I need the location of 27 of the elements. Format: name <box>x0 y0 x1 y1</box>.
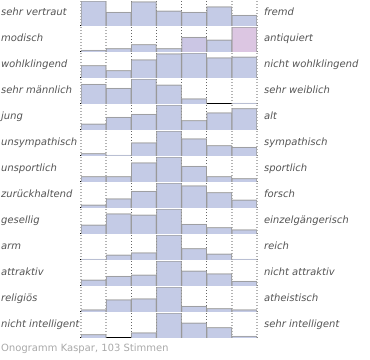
y-axis-title: religiös <box>0 292 38 306</box>
y-axis-title: unsympathisch <box>0 136 78 150</box>
y2-axis-title: nicht attraktiv <box>263 266 336 280</box>
y-axis-title: sehr vertraut <box>0 6 68 20</box>
text: Onogramm Kaspar, 103 Stimmen <box>0 342 170 356</box>
y2-axis-title: atheistisch <box>263 292 320 306</box>
y2-axis-title: reich <box>263 240 290 254</box>
y-axis-title: nicht intelligent <box>0 318 80 332</box>
y2-axis-title: sehr intelligent <box>263 318 340 332</box>
y-axis-title: gesellig <box>0 214 41 228</box>
y-axis-title: wohlklingend <box>0 58 68 72</box>
y2-axis-title: einzelgängerisch <box>263 214 350 228</box>
y-axis-title: attraktiv <box>0 266 45 280</box>
y2-axis-title: sportlich <box>263 162 308 176</box>
y2-axis-title: fremd <box>263 6 295 20</box>
y-axis-title: jung <box>0 110 24 124</box>
y2-axis-title: forsch <box>263 188 296 202</box>
y-axis-title: modisch <box>0 32 44 46</box>
y-axis-title: zurückhaltend <box>0 188 74 202</box>
y-axis-title: unsportlich <box>0 162 58 176</box>
y2-axis-title: antiquiert <box>263 32 314 46</box>
y2-axis-title: sehr weiblich <box>263 84 331 98</box>
y2-axis-title: alt <box>263 110 278 124</box>
y-axis-title: sehr männlich <box>0 84 73 98</box>
y2-axis-title: sympathisch <box>263 136 328 150</box>
y-axis-title: arm <box>0 240 22 254</box>
y2-axis-title: nicht wohlklingend <box>263 58 360 72</box>
